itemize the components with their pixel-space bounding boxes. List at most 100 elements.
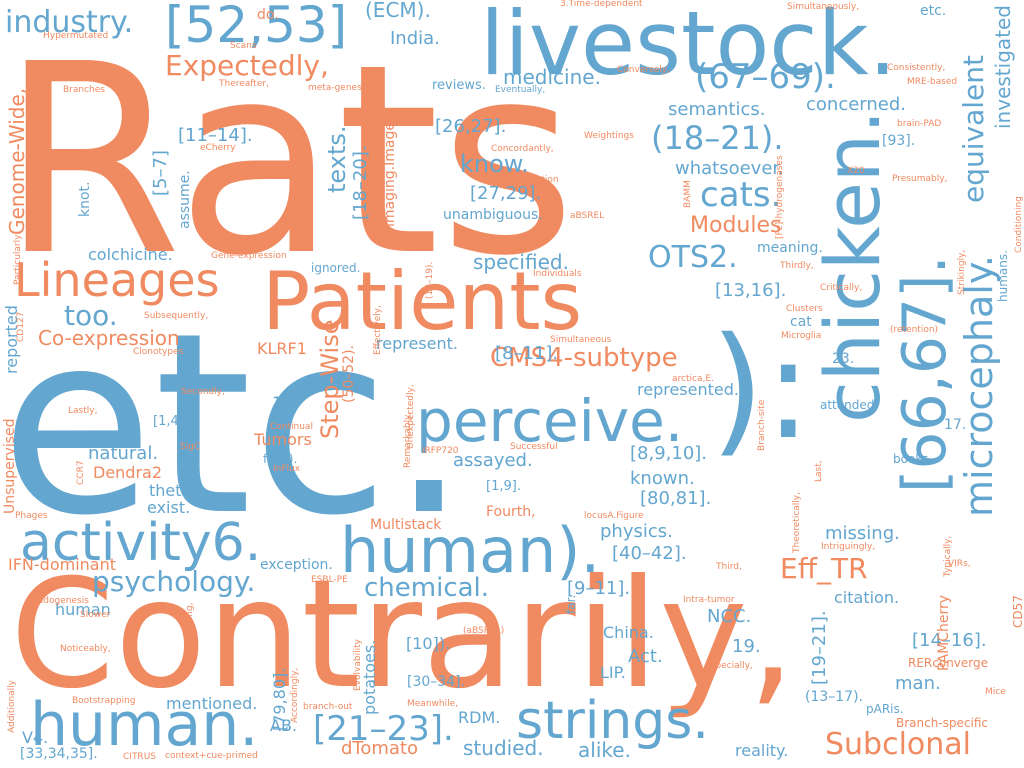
cloud-word: [5–7] <box>150 150 171 196</box>
cloud-word: Genome-Wide, <box>5 87 29 235</box>
cloud-word: books. <box>893 452 933 466</box>
cloud-word: [1,9]. <box>486 479 521 494</box>
cloud-word: Conditioning <box>1014 196 1024 253</box>
cloud-word: meta-genes <box>308 83 362 93</box>
cloud-word: potatoes. <box>360 639 379 715</box>
cloud-word: Step-Wise <box>316 319 344 439</box>
cloud-word: exception. <box>260 557 333 573</box>
cloud-word: Lastly, <box>68 406 98 416</box>
cloud-word: branch-out <box>303 702 353 712</box>
cloud-word: equivalent <box>957 55 990 203</box>
cloud-word: (17–19). <box>425 261 435 299</box>
cloud-word: InFlux <box>273 464 301 474</box>
cloud-word: ): <box>710 308 812 471</box>
cloud-word: Thereafter, <box>219 79 269 89</box>
cloud-word: Weightings <box>584 131 634 141</box>
cloud-word: exist. <box>147 498 191 517</box>
cloud-word: attended. <box>820 398 879 412</box>
cloud-word: Tumors <box>254 430 312 449</box>
cloud-word: Strikingly, <box>957 249 967 295</box>
cloud-word: Intra-tumor <box>683 595 735 605</box>
cloud-word: do. <box>257 7 279 23</box>
cloud-word: semantics. <box>668 99 766 120</box>
cloud-word: whatsoever. <box>675 158 784 179</box>
cloud-word: know. <box>460 150 529 178</box>
cloud-word: unambiguous. <box>443 207 543 223</box>
cloud-word: (ECM). <box>365 0 431 22</box>
cloud-word: citation. <box>834 588 900 607</box>
cloud-word: Rats <box>0 8 577 313</box>
cloud-word: Lineages <box>14 253 220 307</box>
cloud-word: assume. <box>177 170 193 229</box>
cloud-word: [79,80]. <box>270 667 289 731</box>
cloud-word: physics. <box>600 521 673 542</box>
cloud-word: Multistack <box>370 517 442 533</box>
cloud-word: too. <box>64 299 118 332</box>
cloud-word: dTomato <box>341 738 419 759</box>
cloud-word: Branch-site <box>757 399 767 451</box>
cloud-word: Interesting, <box>185 602 195 654</box>
cloud-word: concerned. <box>806 94 907 115</box>
cloud-word: V4. <box>22 728 49 747</box>
cloud-word: Accordingly, <box>290 667 300 723</box>
cloud-word: Third, <box>716 562 742 572</box>
cloud-word: industry. <box>5 5 134 40</box>
cloud-word: iRFP720 <box>422 446 459 456</box>
cloud-word: perceive. <box>416 387 684 455</box>
cloud-word: reviews. <box>432 78 486 93</box>
cloud-word: Expectedly, <box>165 49 329 82</box>
cloud-word: Particularly, <box>13 231 23 285</box>
cloud-word: investigated <box>991 5 1015 129</box>
cloud-word: [14–16]. <box>912 630 987 651</box>
cloud-word: known. <box>630 468 695 489</box>
cloud-word: Evolvability <box>353 639 363 691</box>
cloud-word: (aBSREL) <box>463 626 505 636</box>
cloud-word: ESBL-PE <box>311 575 348 585</box>
cloud-word: Subclonal <box>825 727 972 762</box>
cloud-word: Fourth, <box>486 504 536 520</box>
cloud-word: Subsequently, <box>144 311 209 321</box>
cloud-word: CITRUS <box>123 752 156 762</box>
cloud-word: humans. <box>996 250 1010 302</box>
cloud-word: mentioned. <box>166 694 258 713</box>
cloud-word: [30–34]. <box>407 674 466 690</box>
cloud-word: Thirdly, <box>780 261 814 271</box>
cloud-word: theta). <box>149 481 203 500</box>
cloud-word: Modules <box>690 213 782 238</box>
cloud-word: (67–69). <box>695 57 836 97</box>
cloud-word: Clonotypes <box>133 347 184 357</box>
cloud-word: Conversely, <box>617 65 670 75</box>
cloud-word: 23. <box>832 351 855 367</box>
cloud-word: Remarkably, <box>403 411 413 468</box>
cloud-word: Co-expression <box>38 326 180 350</box>
cloud-word: NCC. <box>707 606 752 627</box>
cloud-word: studied. <box>463 736 544 760</box>
cloud-word: Branches <box>63 85 105 95</box>
cloud-word: Act. <box>628 646 663 667</box>
cloud-word: [8–11]. <box>495 343 559 364</box>
cloud-word: Secondly, <box>181 387 225 397</box>
cloud-word: Mice <box>985 687 1006 697</box>
cloud-word: represent. <box>376 334 458 353</box>
cloud-word: Critically, <box>820 283 863 293</box>
cloud-word: arctica,E. <box>672 374 714 384</box>
cloud-word: Presumably, <box>892 174 948 184</box>
cloud-word: 3.Time-dependent <box>560 0 643 9</box>
cloud-word: knot. <box>77 181 93 218</box>
cloud-word: human). <box>340 514 601 587</box>
cloud-word: missing. <box>825 523 900 544</box>
cloud-word: [26,27]. <box>435 116 507 137</box>
cloud-word: (retention) <box>890 325 939 335</box>
cloud-word: alike. <box>578 738 631 762</box>
cloud-word: ignored. <box>311 261 361 275</box>
cloud-word: Unsupervised <box>2 418 18 514</box>
cloud-word: strings. <box>516 691 709 751</box>
cloud-word: imaging.Image <box>382 122 398 227</box>
cloud-word: Eff_TR <box>780 552 868 585</box>
cloud-word: Cladogenesis <box>29 596 89 606</box>
cloud-word: RERconverge <box>908 656 989 670</box>
cloud-word: CMS4-subtype <box>490 343 678 373</box>
cloud-word: (50–52). <box>341 344 357 403</box>
cloud-word: [27,29]. <box>470 183 542 204</box>
